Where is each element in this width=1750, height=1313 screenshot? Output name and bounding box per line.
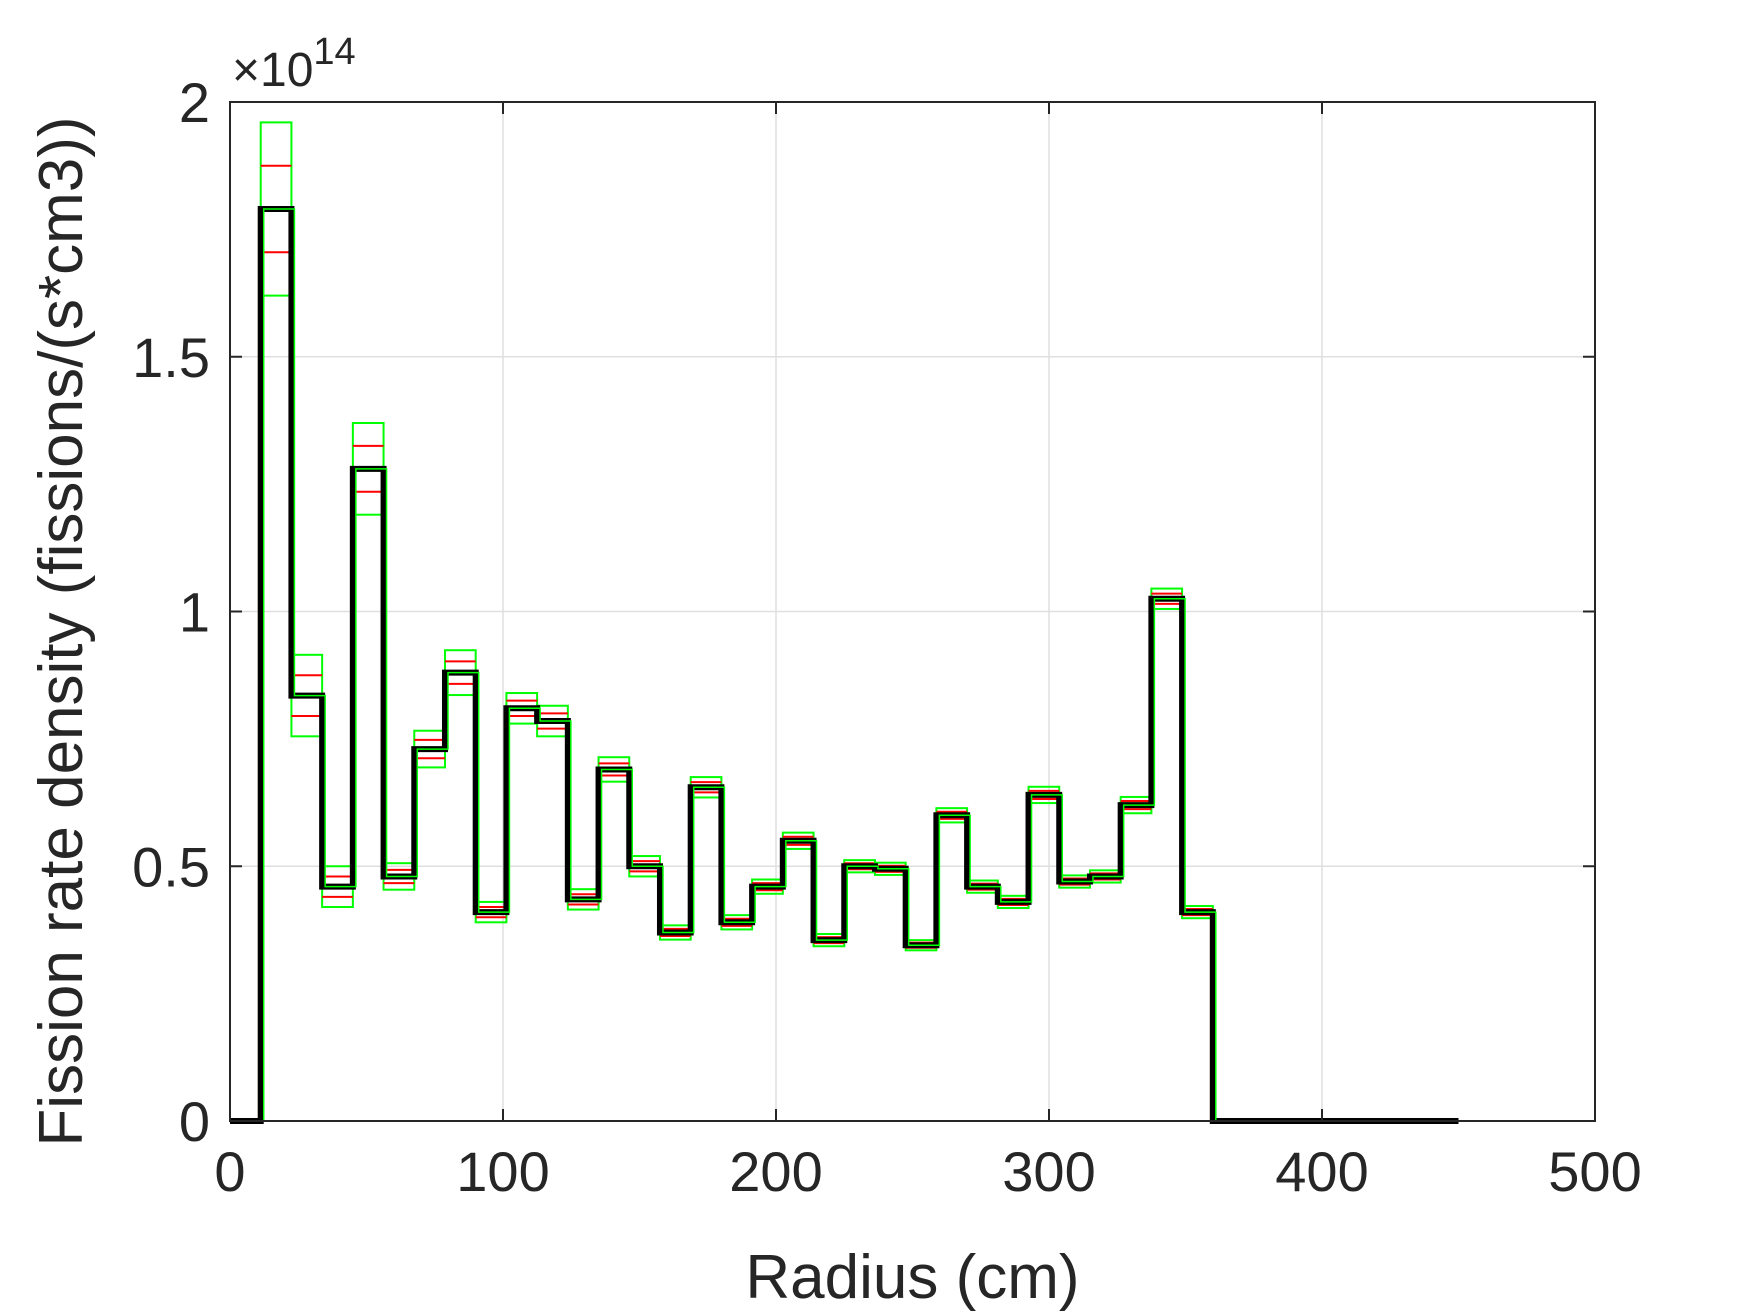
x-tick-labels: 0 100 200 300 400 500 — [214, 1140, 1641, 1203]
x-tick-label: 100 — [456, 1140, 549, 1203]
x-tick-label: 400 — [1275, 1140, 1368, 1203]
mean-step-line — [230, 205, 1459, 1124]
sigma2-step-outline — [233, 208, 1462, 1122]
x-tick-label: 0 — [214, 1140, 245, 1203]
y-tick-label: 1.5 — [132, 326, 210, 389]
uncertainty-bands — [259, 121, 1214, 952]
y-tick-labels: 0 0.5 1 1.5 2 — [132, 71, 210, 1153]
y-tick-label: 0.5 — [132, 835, 210, 898]
y-tick-label: 2 — [179, 71, 210, 134]
axis-ticks — [229, 101, 1596, 1122]
x-tick-label: 300 — [1002, 1140, 1095, 1203]
x-axis-label: Radius (cm) — [745, 1243, 1079, 1312]
x-tick-label: 500 — [1548, 1140, 1641, 1203]
y-tick-label: 1 — [179, 581, 210, 644]
y-exponent-base: ×10 — [232, 44, 313, 97]
x-tick-label: 200 — [729, 1140, 822, 1203]
y-tick-label: 0 — [179, 1090, 210, 1153]
mean-histogram — [230, 205, 1462, 1124]
y-exponent-label: ×1014 — [232, 31, 356, 97]
y-exponent-power: 14 — [313, 31, 355, 73]
y-axis-label: Fission rate density (fissions/(s*cm3)) — [27, 116, 96, 1146]
grid-lines — [229, 101, 1596, 1122]
